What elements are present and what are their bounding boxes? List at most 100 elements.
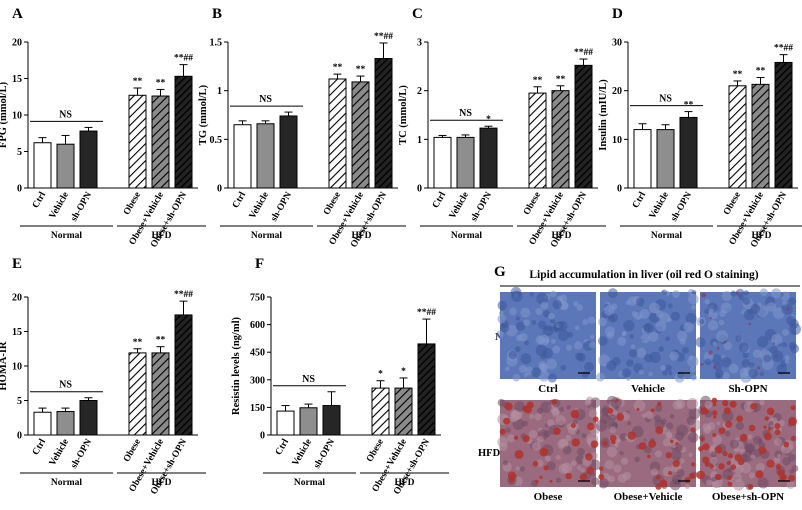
category-label: sh-OPN bbox=[69, 437, 94, 470]
lipid-droplet bbox=[535, 479, 539, 484]
cell-texture bbox=[716, 421, 721, 426]
category-label: Vehicle bbox=[291, 438, 314, 468]
cell-texture bbox=[608, 313, 619, 323]
lipid-droplet bbox=[700, 407, 708, 415]
group-label-normal: Normal bbox=[51, 231, 82, 241]
lipid-droplet bbox=[723, 340, 727, 344]
lipid-droplet bbox=[786, 307, 790, 311]
y-tick-label: 30 bbox=[612, 38, 622, 49]
cell-texture bbox=[661, 289, 668, 296]
lipid-droplet bbox=[570, 409, 580, 419]
cell-texture bbox=[759, 399, 765, 406]
panel-letter: C bbox=[412, 6, 423, 22]
panel-letter: A bbox=[12, 6, 23, 22]
cell-texture bbox=[549, 290, 557, 298]
cell-texture bbox=[729, 439, 739, 449]
cell-texture bbox=[786, 480, 795, 489]
y-tick-label: 5 bbox=[17, 396, 22, 407]
cell-texture bbox=[576, 465, 582, 470]
cell-texture bbox=[759, 288, 768, 297]
caption-obese-sh-opn: Obese+sh-OPN bbox=[712, 491, 784, 503]
cell-texture bbox=[665, 422, 674, 430]
y-tick-label: 10 bbox=[12, 362, 22, 373]
cell-texture bbox=[750, 303, 761, 314]
lipid-droplet bbox=[513, 435, 519, 440]
ns-label: NS bbox=[259, 94, 272, 105]
y-tick-label: 10 bbox=[12, 111, 22, 122]
cell-texture bbox=[613, 464, 622, 473]
y-tick-label: 1.5 bbox=[210, 38, 223, 49]
group-label-normal: Normal bbox=[51, 478, 82, 488]
y-tick-label: 0 bbox=[417, 184, 422, 195]
cell-texture bbox=[735, 421, 744, 431]
cell-texture bbox=[668, 370, 673, 376]
cell-texture bbox=[497, 314, 507, 324]
cell-texture bbox=[555, 477, 562, 484]
lipid-droplet bbox=[667, 470, 673, 476]
cell-texture bbox=[587, 316, 596, 325]
cell-texture bbox=[769, 345, 778, 354]
cell-texture bbox=[510, 409, 522, 421]
cell-texture bbox=[676, 424, 688, 437]
lipid-droplet bbox=[722, 400, 729, 407]
y-axis-label: TC (mmol/L) bbox=[398, 85, 409, 145]
cell-texture bbox=[583, 361, 594, 372]
lipid-droplet bbox=[748, 322, 752, 326]
cell-texture bbox=[621, 368, 631, 378]
lipid-droplet bbox=[593, 416, 599, 422]
cell-texture bbox=[752, 349, 762, 358]
panel-letter: E bbox=[12, 256, 22, 272]
cell-texture bbox=[557, 321, 564, 328]
cell-texture bbox=[498, 310, 504, 316]
group-label-hfd: HFD bbox=[551, 231, 571, 241]
cell-texture bbox=[574, 341, 583, 350]
lipid-droplet bbox=[734, 453, 742, 462]
category-label: Obese bbox=[122, 438, 143, 464]
cell-texture bbox=[750, 454, 756, 459]
category-label: Vehicle bbox=[648, 191, 671, 221]
cell-texture bbox=[686, 416, 696, 426]
cell-texture bbox=[670, 311, 681, 321]
cell-texture bbox=[528, 429, 538, 439]
lipid-droplet bbox=[768, 427, 772, 431]
cell-texture bbox=[690, 366, 696, 373]
significance-mark: ** bbox=[533, 76, 543, 86]
cell-texture bbox=[509, 307, 517, 316]
lipid-droplet bbox=[675, 441, 679, 446]
lipid-droplet bbox=[570, 423, 576, 429]
cell-texture bbox=[721, 410, 734, 422]
cell-texture bbox=[629, 334, 634, 339]
y-tick-label: 3 bbox=[417, 38, 422, 49]
cell-texture bbox=[699, 318, 705, 325]
cell-texture bbox=[655, 321, 667, 332]
lipid-droplet bbox=[691, 462, 696, 467]
cell-texture bbox=[712, 434, 723, 445]
category-label: Obese bbox=[365, 438, 386, 464]
ns-label: NS bbox=[459, 108, 472, 119]
bar-obese-vehicle bbox=[151, 352, 170, 436]
cell-texture bbox=[691, 290, 697, 295]
lipid-droplet bbox=[638, 442, 647, 450]
chart-panel-f: F 0 150 300 450 600 750 Resistin levels (ng/ml)… bbox=[231, 256, 449, 497]
cell-texture bbox=[598, 478, 609, 489]
lipid-droplet bbox=[598, 466, 604, 471]
lipid-droplet bbox=[763, 425, 767, 429]
lipid-droplet bbox=[627, 431, 637, 440]
cell-texture bbox=[743, 309, 755, 321]
cell-texture bbox=[784, 359, 790, 364]
lipid-droplet bbox=[748, 424, 756, 432]
bar-ctrl bbox=[33, 411, 52, 436]
cell-texture bbox=[691, 304, 697, 310]
cell-texture bbox=[732, 479, 745, 491]
cell-texture bbox=[669, 351, 679, 361]
lipid-droplet bbox=[716, 347, 720, 350]
y-tick-label: 750 bbox=[250, 293, 265, 304]
category-label: Vehicle bbox=[448, 191, 471, 221]
bar-sh-opn bbox=[79, 400, 98, 436]
cell-texture bbox=[649, 351, 661, 364]
cell-texture bbox=[774, 353, 779, 359]
cell-texture bbox=[654, 415, 662, 423]
y-axis-label: FPG (mmol/L) bbox=[0, 81, 9, 148]
cell-texture bbox=[720, 302, 732, 314]
